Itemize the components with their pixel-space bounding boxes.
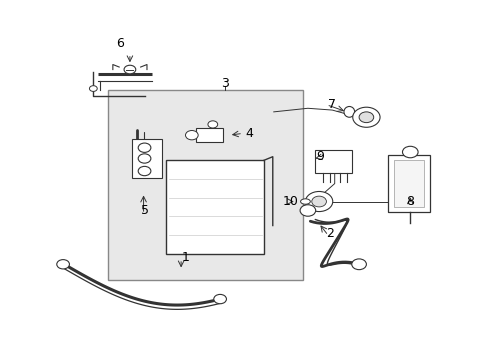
Circle shape [305, 192, 332, 212]
Circle shape [402, 146, 417, 158]
Bar [195, 128, 222, 142]
Circle shape [358, 112, 373, 123]
Text: 4: 4 [245, 127, 253, 140]
Text: 2: 2 [325, 227, 333, 240]
Circle shape [89, 86, 97, 91]
Text: 1: 1 [182, 251, 189, 264]
Text: 8: 8 [406, 195, 413, 208]
Ellipse shape [300, 199, 310, 204]
Text: 5: 5 [140, 204, 148, 217]
Circle shape [124, 65, 136, 74]
Text: 6: 6 [116, 37, 124, 50]
Circle shape [57, 260, 69, 269]
Bar [393, 160, 424, 207]
Bar [132, 139, 161, 178]
Bar [315, 149, 351, 173]
Circle shape [138, 154, 151, 163]
Circle shape [351, 259, 366, 270]
Ellipse shape [343, 107, 354, 117]
Circle shape [311, 196, 326, 207]
Text: 10: 10 [282, 195, 298, 208]
Text: 7: 7 [327, 98, 336, 111]
Circle shape [207, 121, 217, 128]
Circle shape [213, 294, 226, 304]
Circle shape [185, 131, 198, 140]
Bar [108, 90, 303, 280]
Bar [387, 155, 429, 212]
Circle shape [138, 143, 151, 152]
Circle shape [138, 166, 151, 176]
Text: 9: 9 [316, 150, 324, 163]
Circle shape [352, 107, 379, 127]
Bar [166, 160, 264, 253]
Text: 3: 3 [221, 77, 228, 90]
Circle shape [300, 205, 315, 216]
